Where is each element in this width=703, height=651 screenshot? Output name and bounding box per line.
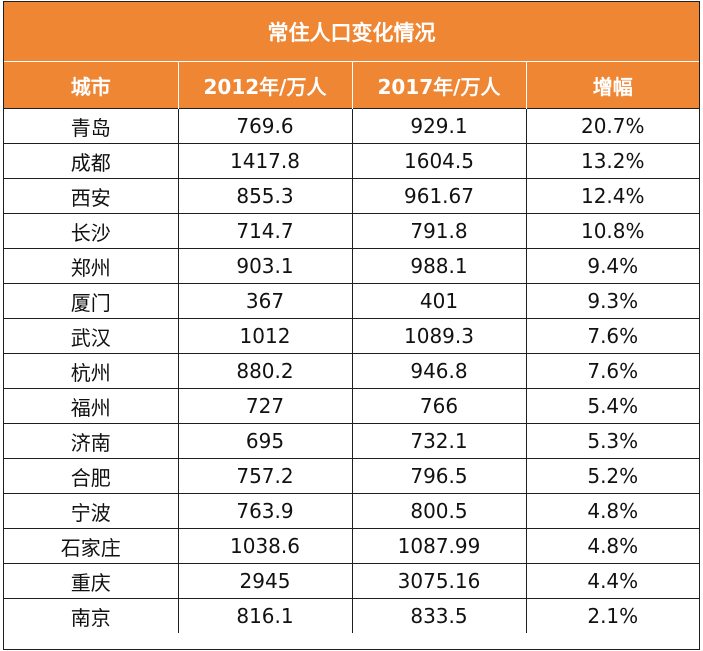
cell-2012: 695	[178, 423, 353, 459]
cell-2012: 1012	[178, 318, 353, 354]
table-row: 合肥 757.2 796.5 5.2%	[4, 458, 699, 494]
cell-2017: 796.5	[352, 458, 527, 494]
table-row: 石家庄 1038.6 1087.99 4.8%	[4, 528, 699, 564]
cell-2017: 929.1	[352, 108, 527, 144]
cell-2017: 3075.16	[352, 563, 527, 599]
cell-2012: 880.2	[178, 353, 353, 389]
cell-city: 合肥	[4, 458, 179, 494]
table-row: 南京 816.1 833.5 2.1%	[4, 598, 699, 633]
cell-2012: 769.6	[178, 108, 353, 144]
table-row: 厦门 367 401 9.3%	[4, 283, 699, 319]
table-row: 重庆 2945 3075.16 4.4%	[4, 563, 699, 599]
cell-growth: 20.7%	[526, 108, 699, 144]
table-row: 福州 727 766 5.4%	[4, 388, 699, 424]
cell-city: 西安	[4, 178, 179, 214]
table-row: 成都 1417.8 1604.5 13.2%	[4, 143, 699, 179]
cell-growth: 5.4%	[526, 388, 699, 424]
population-table-sheet: 常住人口变化情况 城市 2012年/万人 2017年/万人 增幅 青岛 769.6…	[3, 1, 700, 650]
header-city: 城市	[4, 62, 179, 109]
cell-city: 杭州	[4, 353, 179, 389]
cell-2012: 2945	[178, 563, 353, 599]
cell-2017: 401	[352, 283, 527, 319]
cell-growth: 10.8%	[526, 213, 699, 249]
cell-2012: 1417.8	[178, 143, 353, 179]
table-row: 郑州 903.1 988.1 9.4%	[4, 248, 699, 284]
header-2012: 2012年/万人	[178, 62, 353, 109]
cell-2017: 791.8	[352, 213, 527, 249]
cell-2017: 988.1	[352, 248, 527, 284]
cell-2012: 903.1	[178, 248, 353, 284]
cell-city: 青岛	[4, 108, 179, 144]
cell-city: 厦门	[4, 283, 179, 319]
cell-2012: 714.7	[178, 213, 353, 249]
cell-2017: 1089.3	[352, 318, 527, 354]
table-row: 武汉 1012 1089.3 7.6%	[4, 318, 699, 354]
cell-2017: 961.67	[352, 178, 527, 214]
table-row: 长沙 714.7 791.8 10.8%	[4, 213, 699, 249]
cell-city: 南京	[4, 598, 179, 633]
cell-2017: 766	[352, 388, 527, 424]
cell-2017: 946.8	[352, 353, 527, 389]
cell-city: 重庆	[4, 563, 179, 599]
cell-2017: 833.5	[352, 598, 527, 633]
cell-city: 武汉	[4, 318, 179, 354]
cell-2012: 727	[178, 388, 353, 424]
population-table: 城市 2012年/万人 2017年/万人 增幅 青岛 769.6 929.1 20.7…	[4, 62, 699, 633]
header-2017: 2017年/万人	[352, 62, 527, 109]
cell-growth: 4.4%	[526, 563, 699, 599]
header-growth: 增幅	[526, 62, 699, 109]
cell-growth: 9.4%	[526, 248, 699, 284]
cell-city: 石家庄	[4, 528, 179, 564]
cell-growth: 7.6%	[526, 353, 699, 389]
cell-city: 宁波	[4, 493, 179, 529]
cell-growth: 5.3%	[526, 423, 699, 459]
cell-growth: 5.2%	[526, 458, 699, 494]
cell-growth: 4.8%	[526, 528, 699, 564]
table-title: 常住人口变化情况	[4, 2, 699, 62]
cell-growth: 4.8%	[526, 493, 699, 529]
cell-growth: 12.4%	[526, 178, 699, 214]
cell-2012: 816.1	[178, 598, 353, 633]
cell-city: 长沙	[4, 213, 179, 249]
cell-2012: 1038.6	[178, 528, 353, 564]
table-row: 宁波 763.9 800.5 4.8%	[4, 493, 699, 529]
cell-city: 郑州	[4, 248, 179, 284]
cell-2012: 367	[178, 283, 353, 319]
table-row: 杭州 880.2 946.8 7.6%	[4, 353, 699, 389]
table-row: 西安 855.3 961.67 12.4%	[4, 178, 699, 214]
table-row: 青岛 769.6 929.1 20.7%	[4, 108, 699, 144]
cell-2017: 732.1	[352, 423, 527, 459]
cell-2017: 1087.99	[352, 528, 527, 564]
table-row: 济南 695 732.1 5.3%	[4, 423, 699, 459]
cell-growth: 7.6%	[526, 318, 699, 354]
cell-2012: 855.3	[178, 178, 353, 214]
cell-growth: 13.2%	[526, 143, 699, 179]
header-row: 城市 2012年/万人 2017年/万人 增幅	[4, 62, 699, 109]
cell-2012: 763.9	[178, 493, 353, 529]
cell-growth: 9.3%	[526, 283, 699, 319]
cell-2017: 1604.5	[352, 143, 527, 179]
cell-growth: 2.1%	[526, 598, 699, 633]
cell-city: 成都	[4, 143, 179, 179]
cell-city: 济南	[4, 423, 179, 459]
cell-2012: 757.2	[178, 458, 353, 494]
cell-2017: 800.5	[352, 493, 527, 529]
cell-city: 福州	[4, 388, 179, 424]
